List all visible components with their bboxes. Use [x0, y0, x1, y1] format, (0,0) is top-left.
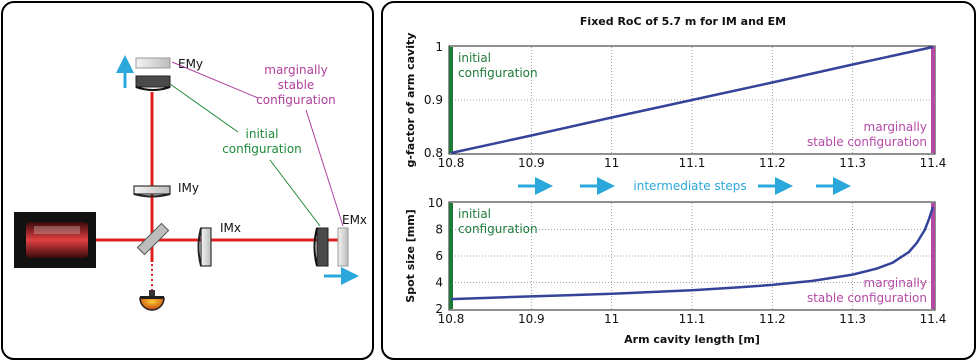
spot-size-initial-text-line1: initial	[458, 207, 491, 221]
intermediate-steps: intermediate steps	[518, 177, 851, 195]
marginal-annotation-line2: stable	[278, 78, 315, 92]
photodetector-icon	[139, 290, 165, 311]
g-factor-xtick-label: 11.2	[759, 156, 786, 170]
emx-mirror-marginal-icon	[337, 227, 349, 267]
spot-size-initial-text-line2: configuration	[458, 222, 538, 236]
g-factor-xtick-label: 10.8	[438, 156, 465, 170]
g-factor-initial-text-line1: initial	[458, 51, 491, 65]
laser-icon	[14, 212, 96, 268]
marginal-annotation-line3: configuration	[256, 93, 336, 107]
g-factor-xtick-label: 11	[604, 156, 619, 170]
g-factor-ylabel: g-factor of arm cavity	[404, 33, 417, 168]
spot-size-ytick-label: 2	[435, 302, 443, 316]
spot-size-ytick-label: 6	[435, 249, 443, 263]
g-factor-xtick-label: 11.4	[920, 156, 947, 170]
marginal-pointer-emx	[305, 109, 344, 227]
spot-size-chart: 10.8 10.9 11 11.1 11.2 11.3 11.4 2 4 6 8 10 Spot si…	[404, 196, 946, 346]
intermediate-steps-label: intermediate steps	[633, 179, 746, 193]
g-factor-chart: 10.8 10.9 11 11.1 11.2 11.3 11.4 0.8 0.9 1 g-fact…	[404, 33, 946, 170]
g-factor-ticks: 10.8 10.9 11 11.1 11.2 11.3 11.4 0.8 0.9 1	[424, 40, 946, 170]
spot-size-ylabel: Spot size [mm]	[404, 209, 417, 302]
spot-size-xtick-label: 10.9	[518, 312, 545, 326]
initial-annotation-line1: initial	[246, 127, 279, 141]
spot-size-marginal-text-line2: stable configuration	[807, 291, 927, 305]
emx-label: EMx	[342, 213, 367, 227]
spot-size-ytick-label: 4	[435, 276, 443, 290]
g-factor-series-line	[450, 45, 934, 155]
spot-size-xtick-label: 10.8	[438, 312, 465, 326]
g-factor-marginal-text-line1: marginally	[864, 120, 927, 134]
initial-annotation-line2: configuration	[222, 142, 302, 156]
g-factor-initial-text-line2: configuration	[458, 66, 538, 80]
g-factor-ytick-label: 1	[435, 40, 443, 54]
spot-size-xtick-label: 11.2	[759, 312, 786, 326]
initial-pointer-emy	[169, 83, 239, 133]
setup-panel-frame	[1, 1, 374, 360]
initial-pointer-emx	[269, 159, 321, 227]
imx-label: IMx	[220, 221, 241, 235]
chart-title: Fixed RoC of 5.7 m for IM and EM	[580, 15, 786, 28]
spot-size-xtick-label: 11	[604, 312, 619, 326]
spot-size-series-line	[450, 206, 935, 301]
emx-mirror-initial-icon	[313, 227, 329, 267]
spot-size-ytick-label: 10	[428, 196, 443, 210]
beam-splitter-icon	[136, 222, 170, 256]
emy-label: EMy	[178, 57, 203, 71]
imy-mirror-icon	[133, 185, 171, 198]
g-factor-ytick-label: 0.8	[424, 146, 443, 160]
emy-mirror-marginal-icon	[135, 57, 171, 69]
g-factor-marginal-text-line2: stable configuration	[807, 135, 927, 149]
g-factor-xtick-label: 11.1	[679, 156, 706, 170]
spot-size-xtick-label: 11.1	[679, 312, 706, 326]
marginal-pointer-emy	[171, 61, 259, 99]
spot-size-marginal-text-line1: marginally	[864, 276, 927, 290]
imy-label: IMy	[178, 181, 199, 195]
charts-panel: Fixed RoC of 5.7 m for IM and EM 10.8 10.…	[381, 1, 976, 360]
spot-size-xlabel: Arm cavity length [m]	[624, 333, 760, 346]
spot-size-xtick-label: 11.4	[920, 312, 947, 326]
spot-size-ticks: 10.8 10.9 11 11.1 11.2 11.3 11.4 2 4 6 8 10	[428, 196, 947, 326]
g-factor-ytick-label: 0.9	[424, 93, 443, 107]
spot-size-ytick-label: 8	[435, 223, 443, 237]
spot-size-grid	[449, 203, 935, 309]
setup-panel: IMy EMy IMx EMx marginally s	[1, 1, 374, 360]
imx-mirror-icon	[197, 227, 212, 267]
marginal-annotation-line1: marginally	[264, 63, 327, 77]
emy-mirror-initial-icon	[135, 75, 171, 91]
g-factor-xtick-label: 11.3	[839, 156, 866, 170]
g-factor-xtick-label: 10.9	[518, 156, 545, 170]
spot-size-xtick-label: 11.3	[839, 312, 866, 326]
